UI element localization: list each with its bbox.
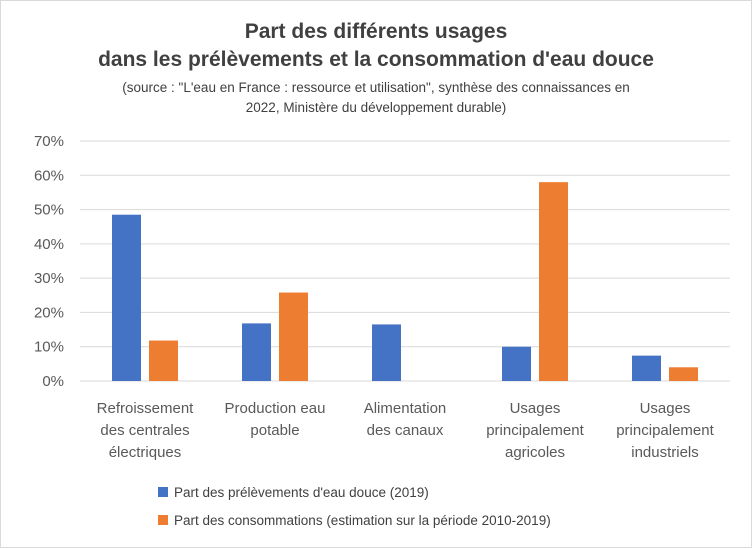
x-category-label: Alimentation des canaux <box>364 400 447 439</box>
x-category-label-line: Alimentation <box>364 400 447 417</box>
bar-prelevements <box>502 346 531 381</box>
legend-item-consommations: Part des consommations (estimation sur l… <box>158 512 551 528</box>
legend-swatch-prelevements <box>158 487 168 497</box>
x-category-label-line: potable <box>250 422 299 439</box>
chart-title-line-1: Part des différents usages <box>244 20 508 43</box>
x-category-label-line: Production eau <box>225 400 326 417</box>
bar-consommations <box>669 367 698 381</box>
chart-subtitle-line-2: 2022, Ministère du développement durable… <box>245 100 507 115</box>
y-tick-label: 60% <box>34 167 64 184</box>
bar-consommations <box>539 182 568 381</box>
chart-title-line-2: dans les prélèvements et la consommation… <box>98 48 654 71</box>
bar-prelevements <box>372 324 401 381</box>
legend-item-prelevements: Part des prélèvements d'eau douce (2019) <box>158 484 429 500</box>
bar-consommations <box>149 340 178 381</box>
x-category-label-line: Usages <box>640 400 691 417</box>
y-tick-label: 0% <box>42 373 64 390</box>
y-tick-label: 50% <box>34 202 64 219</box>
legend-label-consommations: Part des consommations (estimation sur l… <box>174 512 551 528</box>
x-category-label-line: des canaux <box>367 422 444 439</box>
bar-prelevements <box>112 214 141 381</box>
x-category-label: Usages principalement agricoles <box>486 400 584 461</box>
bar-prelevements <box>632 355 661 381</box>
x-category-label-line: principalement <box>486 422 584 439</box>
y-tick-label: 30% <box>34 270 64 287</box>
legend-label-prelevements: Part des prélèvements d'eau douce (2019) <box>174 484 429 500</box>
bar-consommations <box>279 292 308 381</box>
x-category-label-line: Usages <box>510 400 561 417</box>
x-category-label-line: agricoles <box>505 444 565 461</box>
x-category-label: Refroissement des centrales électriques <box>97 400 195 461</box>
x-category-label: Usages principalement industriels <box>616 400 714 461</box>
legend-swatch-consommations <box>158 515 168 525</box>
x-category-label-line: des centrales <box>100 422 189 439</box>
y-tick-label: 70% <box>34 133 64 150</box>
x-category-label-line: Refroissement <box>97 400 195 417</box>
y-tick-label: 40% <box>34 236 64 253</box>
x-category-label-line: électriques <box>109 444 182 461</box>
chart-subtitle-line-1: (source : "L'eau en France : ressource e… <box>122 80 630 95</box>
x-category-label-line: principalement <box>616 422 714 439</box>
y-tick-label: 10% <box>34 339 64 356</box>
y-tick-label: 20% <box>34 304 64 321</box>
x-category-label-line: industriels <box>631 444 699 461</box>
bar-prelevements <box>242 323 271 381</box>
x-category-label: Production eau potable <box>225 400 326 439</box>
